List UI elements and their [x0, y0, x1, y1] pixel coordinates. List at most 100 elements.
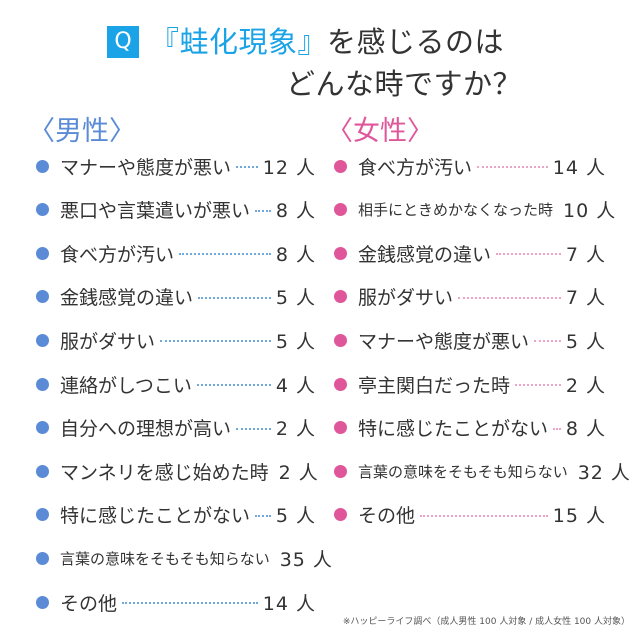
dotted-leader: [196, 384, 271, 386]
male-bullet-dot: [36, 203, 49, 217]
dotted-leader: [420, 514, 548, 517]
question-badge: Q: [107, 26, 139, 58]
title-rest: を感じるのは: [327, 25, 505, 59]
item-label: 服がダサい: [60, 330, 156, 353]
male-bullet-dot: [36, 377, 49, 391]
male-list-item: 服がダサい 5 人: [36, 325, 316, 355]
item-count: 5 人: [275, 330, 316, 353]
dotted-leader: [553, 427, 561, 430]
female-bullet-dot: [334, 159, 347, 173]
source-footnote: ※ハッピーライフ調べ（成人男性 100 人対象 / 成人女性 100 人対象）: [342, 617, 630, 627]
male-list-item: その他 14 人: [36, 587, 316, 617]
dotted-leader: [122, 602, 258, 604]
item-label: マンネリを感じ始めた時: [60, 461, 269, 484]
dotted-leader: [255, 514, 271, 517]
item-label: 言葉の意味をそもそも知らない: [60, 549, 270, 568]
female-list-item: 金銭感覚の違い 7 人: [334, 238, 606, 268]
female-list-item: 服がダサい 7 人: [334, 282, 606, 312]
female-bullet-dot: [334, 464, 347, 478]
female-list-item: その他 15 人: [334, 500, 606, 530]
female-column-heading: 〈女性〉: [326, 116, 434, 147]
female-list-item: 特に感じたことがない 8 人: [334, 413, 606, 443]
dotted-leader: [236, 166, 258, 168]
item-count: 4 人: [275, 374, 316, 397]
female-list-item: マナーや態度が悪い 5 人: [334, 325, 606, 355]
dotted-leader: [255, 209, 271, 212]
male-list-item: 金銭感覚の違い 5 人: [36, 282, 316, 312]
dotted-leader: [496, 253, 561, 256]
female-bullet-dot: [334, 203, 347, 217]
item-label: 相手にときめかなくなった時: [358, 201, 554, 220]
male-bullet-dot: [36, 595, 49, 609]
item-count: 8 人: [565, 418, 606, 441]
item-label: 金銭感覚の違い: [358, 243, 492, 266]
male-column-heading: 〈男性〉: [28, 116, 136, 147]
dotted-leader: [179, 253, 271, 256]
item-count: 2 人: [565, 374, 606, 397]
female-list-item: 相手にときめかなくなった時 10 人: [334, 195, 615, 225]
item-count: 35 人: [279, 548, 333, 571]
male-list-item: 特に感じたことがない 5 人: [36, 500, 316, 530]
dotted-leader: [534, 340, 561, 343]
female-bullet-dot: [334, 333, 347, 347]
item-label: 連絡がしつこい: [60, 374, 192, 397]
male-list-item: 言葉の意味をそもそも知らない 35 人: [36, 543, 332, 573]
male-bullet-dot: [36, 464, 49, 478]
item-count: 14 人: [262, 592, 316, 615]
male-bullet-dot: [36, 290, 49, 304]
item-count: 7 人: [565, 287, 606, 310]
dotted-leader: [236, 427, 271, 430]
item-count: 10 人: [563, 200, 617, 223]
male-list-item: マンネリを感じ始めた時 2 人: [36, 456, 319, 486]
item-count: 8 人: [275, 243, 316, 266]
female-list-item: 食べ方が汚い 14 人: [334, 151, 606, 181]
item-count: 5 人: [275, 287, 316, 310]
item-label: 自分への理想が高い: [60, 418, 232, 441]
item-label: 食べ方が汚い: [358, 156, 473, 179]
item-count: 7 人: [565, 243, 606, 266]
item-label: その他: [358, 505, 416, 528]
dotted-leader: [198, 296, 271, 299]
item-count: 2 人: [275, 418, 316, 441]
dotted-leader: [515, 384, 561, 386]
male-list-item: 悪口や言葉遣いが悪い 8 人: [36, 195, 316, 225]
female-bullet-dot: [334, 377, 347, 391]
item-label: 金銭感覚の違い: [60, 287, 194, 310]
female-list-item: 亭主関白だった時 2 人: [334, 369, 606, 399]
female-list-item: 言葉の意味をそもそも知らない 32 人: [334, 456, 630, 486]
item-label: マナーや態度が悪い: [358, 330, 530, 353]
title-highlight: 『蛙化現象』: [150, 25, 328, 59]
dotted-leader: [458, 296, 561, 299]
item-label: その他: [60, 592, 118, 615]
item-label: 悪口や言葉遣いが悪い: [60, 200, 251, 223]
male-list-item: マナーや態度が悪い 12 人: [36, 151, 316, 181]
item-label: 服がダサい: [358, 287, 454, 310]
male-list-item: 食べ方が汚い 8 人: [36, 238, 316, 268]
male-bullet-dot: [36, 551, 49, 565]
item-count: 14 人: [552, 156, 606, 179]
item-label: 亭主関白だった時: [358, 374, 511, 397]
female-bullet-dot: [334, 508, 347, 522]
female-bullet-dot: [334, 246, 347, 260]
male-bullet-dot: [36, 421, 49, 435]
female-bullet-dot: [334, 290, 347, 304]
item-label: 食べ方が汚い: [60, 243, 175, 266]
item-count: 12 人: [262, 156, 316, 179]
page-title: 『蛙化現象』を感じるのは: [150, 22, 504, 62]
male-list-item: 自分への理想が高い 2 人: [36, 413, 316, 443]
male-bullet-dot: [36, 333, 49, 347]
item-count: 8 人: [275, 200, 316, 223]
item-label: 特に感じたことがない: [60, 505, 251, 528]
male-bullet-dot: [36, 508, 49, 522]
item-count: 2 人: [278, 461, 319, 484]
female-bullet-dot: [334, 421, 347, 435]
male-list-item: 連絡がしつこい 4 人: [36, 369, 316, 399]
item-count: 32 人: [577, 461, 631, 484]
page-title-line2: どんな時ですか？: [286, 67, 523, 101]
male-bullet-dot: [36, 246, 49, 260]
item-count: 5 人: [565, 330, 606, 353]
item-label: マナーや態度が悪い: [60, 156, 232, 179]
item-count: 5 人: [275, 505, 316, 528]
dotted-leader: [477, 166, 548, 168]
male-bullet-dot: [36, 159, 49, 173]
